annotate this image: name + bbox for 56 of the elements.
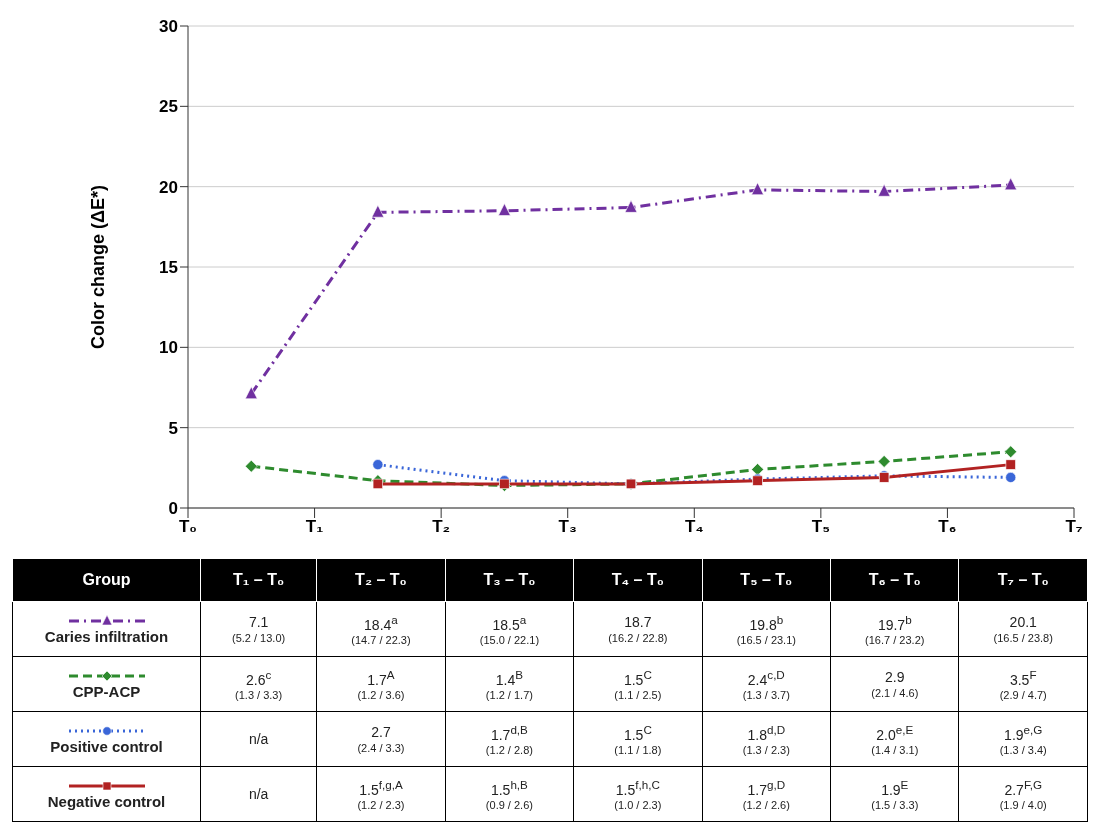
data-label: 1.9$^{E}$ (1.5 / 3.3) <box>870 776 920 813</box>
data-label: 19.7$^{b}$ (16.7 / 23.2) <box>864 611 926 648</box>
text: n/a <box>248 785 269 802</box>
x-tick-label: T₆ <box>938 517 957 537</box>
data-label: 2.7$^{F,G}$ (1.9 / 4.0) <box>998 776 1048 813</box>
y-tick-label: 0 <box>168 499 178 519</box>
data-label: 1.5$^{f,h,C}$ (1.0 / 2.3) <box>613 776 663 813</box>
x-tick-label: T₇ <box>1065 517 1083 537</box>
text: T₅ – T₀ <box>702 558 831 602</box>
data-label: 7.1 (5.2 / 13.0) <box>231 613 287 645</box>
data-label: 2.0$^{e,E}$ (1.4 / 3.1) <box>870 721 920 758</box>
text: T₄ – T₀ <box>573 558 703 602</box>
x-tick-label: T₂ <box>432 517 451 537</box>
data-label: 1.4$^{B}$ (1.2 / 1.7) <box>484 666 534 703</box>
legend-label: Positive control <box>49 737 164 755</box>
data-label: 1.5$^{C}$ (1.1 / 1.8) <box>613 721 663 758</box>
data-label: 2.4$^{c,D}$ (1.3 / 3.7) <box>741 666 791 703</box>
data-label: 1.5$^{h,B}$ (0.9 / 2.6) <box>484 776 534 813</box>
y-tick-label: 30 <box>159 17 178 37</box>
data-label: 1.5$^{f,g,A}$ (1.2 / 2.3) <box>356 776 406 813</box>
legend-label: Negative control <box>46 792 167 810</box>
text: T₃ – T₀ <box>445 558 574 602</box>
text: Group <box>12 558 201 602</box>
data-label: 1.7$^{g,D}$ (1.2 / 2.6) <box>741 776 791 813</box>
y-tick-label: 20 <box>159 177 178 197</box>
x-tick-label: T₃ <box>558 517 577 537</box>
data-label: 20.1 (16.5 / 23.8) <box>992 613 1054 645</box>
y-tick-label: 10 <box>159 338 178 358</box>
data-label: 2.7 (2.4 / 3.3) <box>356 723 406 755</box>
y-tick-label: 25 <box>159 97 178 117</box>
data-label: 18.5$^{a}$ (15.0 / 22.1) <box>478 611 541 648</box>
data-label: 3.5$^{F}$ (2.9 / 4.7) <box>998 666 1048 703</box>
text: T₁ – T₀ <box>200 558 317 602</box>
data-label: 1.9$^{e,G}$ (1.3 / 3.4) <box>998 721 1048 758</box>
x-tick-label: T₀ <box>178 517 198 537</box>
x-tick-label: T₅ <box>811 517 830 537</box>
data-label: 18.4$^{a}$ (14.7 / 22.3) <box>350 611 412 648</box>
data-label: 1.7$^{A}$ (1.2 / 3.6) <box>356 666 406 703</box>
text: n/a <box>248 730 269 747</box>
data-label: 1.7$^{d,B}$ (1.2 / 2.8) <box>484 721 534 758</box>
data-label: 1.5$^{C}$ (1.1 / 2.5) <box>613 666 663 703</box>
data-label: 1.8$^{d,D}$ (1.3 / 2.3) <box>741 721 791 758</box>
legend-label: Caries infiltration <box>43 627 170 645</box>
x-tick-label: T₄ <box>685 517 704 537</box>
x-tick-label: T₁ <box>305 517 324 537</box>
text: T₆ – T₀ <box>830 558 959 602</box>
y-tick-label: 5 <box>168 418 178 438</box>
legend-label: CPP-ACP <box>71 682 142 700</box>
y-tick-label: 15 <box>159 258 178 278</box>
text: T₂ – T₀ <box>316 558 446 602</box>
y-axis-title: Color change (ΔE*) <box>88 185 109 349</box>
data-label: 18.7 (16.2 / 22.8) <box>607 613 669 645</box>
text: T₇ – T₀ <box>958 558 1088 602</box>
data-label: 2.6$^{c}$ (1.3 / 3.3) <box>234 666 284 703</box>
data-label: 19.8$^{b}$ (16.5 / 23.1) <box>735 611 797 648</box>
data-label: 2.9 (2.1 / 4.6) <box>870 668 920 700</box>
